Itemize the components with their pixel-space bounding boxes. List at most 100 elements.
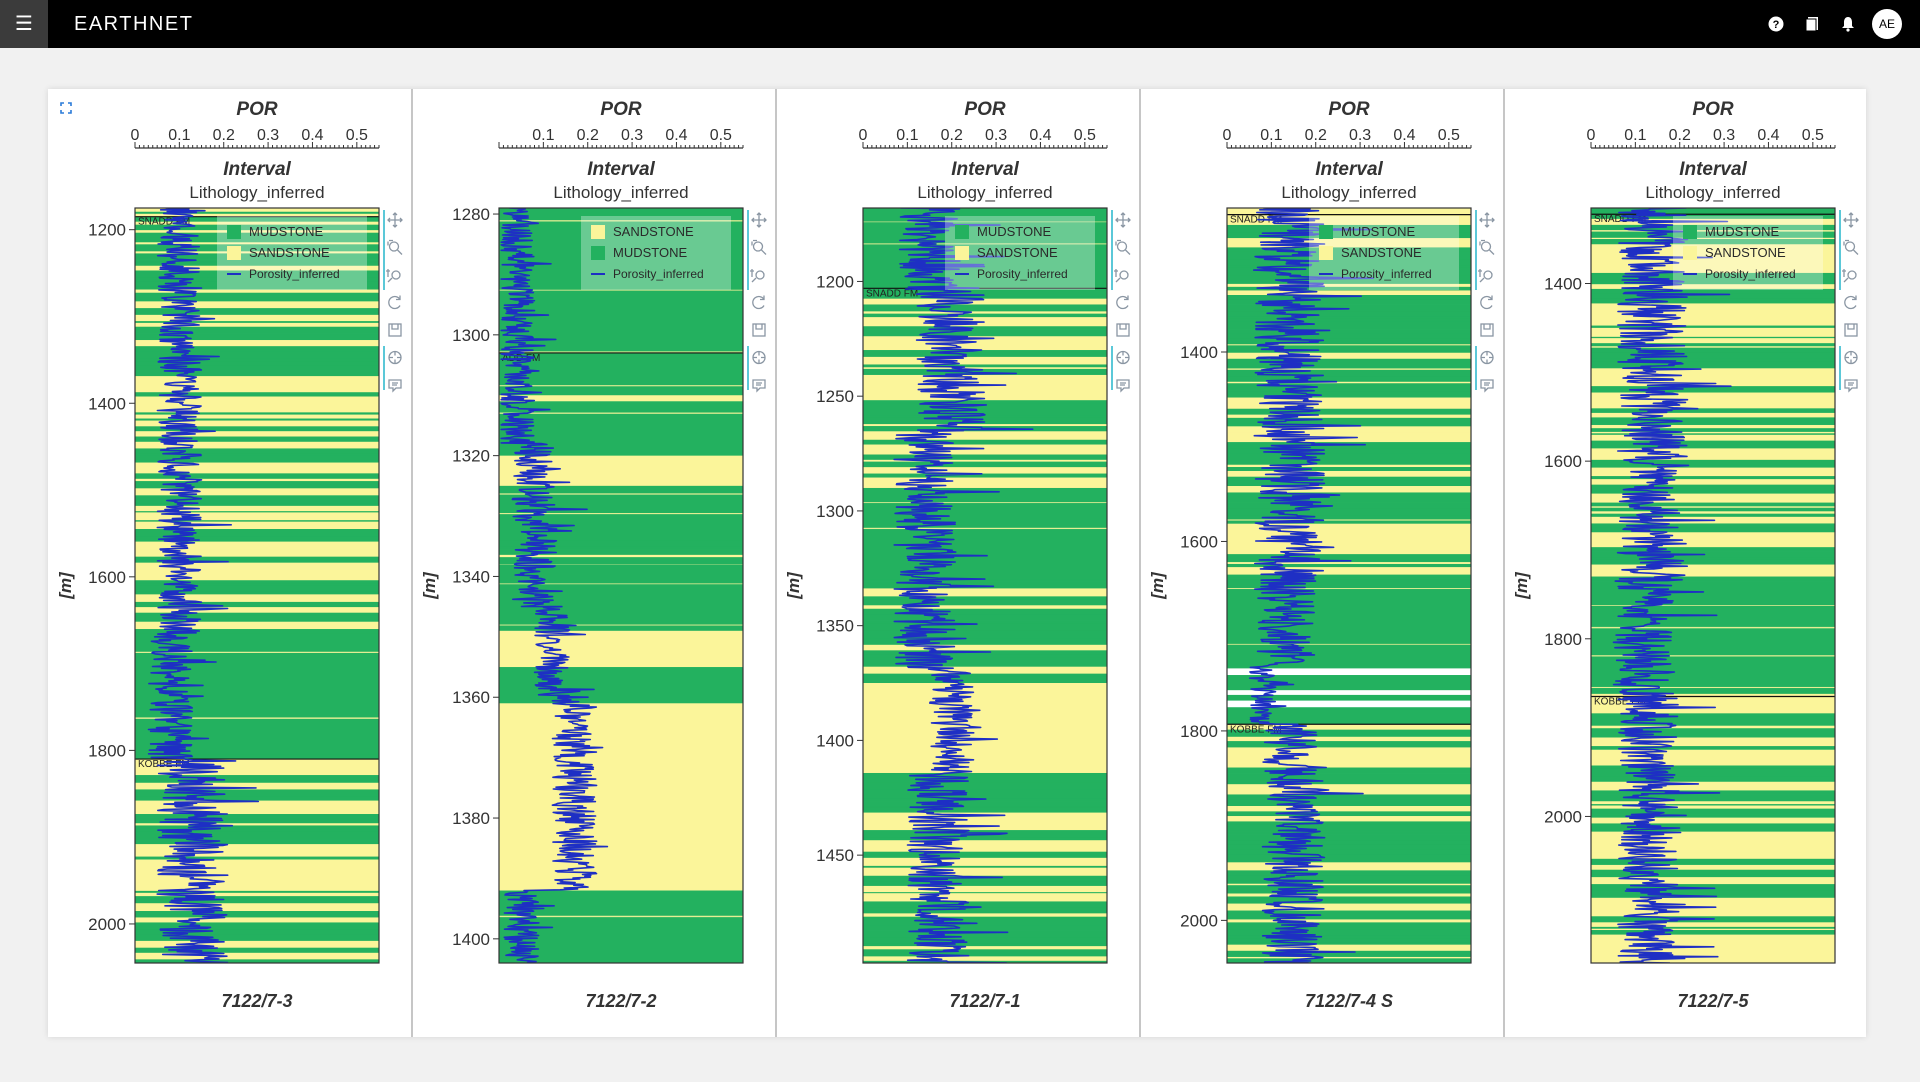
lithology-layer — [1591, 776, 1835, 783]
lithology-layer — [1591, 781, 1835, 790]
wheel-zoom-icon[interactable] — [1114, 269, 1129, 283]
pan-icon[interactable] — [1843, 212, 1859, 228]
lithology-layer — [1591, 901, 1835, 903]
lithology-layer — [1591, 386, 1835, 393]
crosshair-icon[interactable] — [388, 350, 402, 365]
user-avatar[interactable]: AE — [1872, 9, 1902, 39]
crosshair-icon[interactable] — [1116, 350, 1130, 365]
menu-button[interactable]: ☰ — [0, 0, 48, 48]
reset-icon[interactable] — [752, 295, 765, 310]
x-tick-label: 0 — [859, 127, 868, 144]
wheel-glyph — [1842, 269, 1849, 283]
hover-icon[interactable] — [1480, 379, 1494, 393]
y-tick-label: 1320 — [452, 447, 490, 466]
lithology-layer — [135, 511, 379, 513]
lithology-layer — [135, 859, 379, 865]
lithology-stripe — [499, 583, 743, 585]
hover-icon[interactable] — [1116, 379, 1130, 393]
legend-box — [1673, 216, 1823, 290]
lithology-layer — [1591, 841, 1835, 845]
pan-icon[interactable] — [751, 212, 767, 228]
lithology-layer — [135, 890, 379, 894]
help-button[interactable]: ? — [1758, 0, 1794, 48]
reset-icon[interactable] — [1480, 295, 1493, 310]
lithology-layer — [863, 417, 1107, 425]
y-tick-label: 1400 — [88, 394, 126, 413]
save-icon[interactable] — [752, 323, 766, 337]
lithology-layer — [1591, 874, 1835, 878]
lithology-layer — [1591, 547, 1835, 552]
lithology-layer — [1227, 747, 1471, 752]
lithology-layer — [863, 431, 1107, 437]
pan-icon[interactable] — [1479, 212, 1495, 228]
brand-logo[interactable]: EARTHNET — [74, 13, 194, 35]
crosshair-icon[interactable] — [1480, 350, 1494, 365]
lithology-layer — [1227, 496, 1471, 503]
reset-icon[interactable] — [1844, 295, 1857, 310]
bookmarks-button[interactable] — [1794, 0, 1830, 48]
lithology-layer — [1227, 862, 1471, 869]
hover-icon[interactable] — [1844, 379, 1858, 393]
wheel-zoom-icon[interactable] — [1478, 269, 1493, 283]
lithology-layer — [863, 918, 1107, 927]
hover-icon[interactable] — [752, 379, 766, 393]
lithology-layer — [863, 659, 1107, 664]
lithology-layer — [1591, 737, 1835, 744]
wheel-zoom-icon[interactable] — [386, 269, 401, 283]
lithology-layer — [1591, 863, 1835, 866]
lithology-layer — [1227, 563, 1471, 568]
lithology-layer — [863, 461, 1107, 468]
pan-glyph — [1115, 212, 1131, 228]
box-zoom-icon[interactable] — [1115, 239, 1131, 255]
box-zoom-icon[interactable] — [1843, 239, 1859, 255]
por-title: POR — [1328, 99, 1369, 120]
well-log-charts: POR 0 0.1 0.2 0.3 0.4 0.5 Interval Lithology_inf… — [56, 89, 1859, 1037]
lithology-stripe — [863, 243, 1107, 245]
box-zoom-icon[interactable] — [751, 239, 767, 255]
lithology-layer — [135, 441, 379, 449]
crosshair-icon[interactable] — [752, 350, 766, 365]
box-zoom-icon[interactable] — [387, 239, 403, 255]
lithology-layer — [1227, 541, 1471, 548]
crosshair-icon[interactable] — [1844, 350, 1858, 365]
box-zoom-icon[interactable] — [1479, 239, 1495, 255]
lithology-layer — [863, 763, 1107, 771]
fullscreen-icon[interactable] — [60, 102, 72, 114]
save-icon[interactable] — [388, 323, 402, 337]
lithology-band-sand — [499, 630, 743, 668]
lithology-layer — [135, 621, 379, 626]
reset-icon[interactable] — [1116, 295, 1129, 310]
pan-icon[interactable] — [387, 212, 403, 228]
save-icon[interactable] — [1116, 323, 1130, 337]
save-icon[interactable] — [1480, 323, 1494, 337]
pan-icon[interactable] — [1115, 212, 1131, 228]
x-axis: 0 0.1 0.2 0.3 0.4 0.5 — [131, 127, 380, 149]
lithology-layer — [1591, 288, 1835, 295]
lithology-layer — [863, 313, 1107, 318]
crosshair-glyph — [753, 351, 765, 364]
lithology-layer — [863, 439, 1107, 445]
lithology-layer — [1591, 213, 1835, 220]
lithology-layer — [135, 488, 379, 493]
reset-icon[interactable] — [388, 295, 401, 310]
reset-glyph — [1116, 295, 1129, 310]
lithology-layer — [135, 528, 379, 537]
lithology-layer — [863, 893, 1107, 899]
notifications-button[interactable] — [1830, 0, 1866, 48]
lithology-layer — [135, 448, 379, 454]
wheel-zoom-icon[interactable] — [1842, 269, 1857, 283]
lithology-layer — [1227, 897, 1471, 904]
lithology-layer — [1591, 361, 1835, 369]
porosity-curve — [1612, 208, 1732, 963]
hover-icon[interactable] — [388, 379, 402, 393]
save-icon[interactable] — [1844, 323, 1858, 337]
lithology-layer — [863, 807, 1107, 813]
lithology-layer — [863, 930, 1107, 939]
lithology-layer — [1591, 239, 1835, 245]
lithology-stripe — [499, 513, 743, 515]
lithology-layer — [1227, 208, 1471, 212]
wheel-zoom-icon[interactable] — [750, 269, 765, 283]
lithology-layer — [1227, 938, 1471, 944]
save-glyph — [1480, 323, 1494, 337]
